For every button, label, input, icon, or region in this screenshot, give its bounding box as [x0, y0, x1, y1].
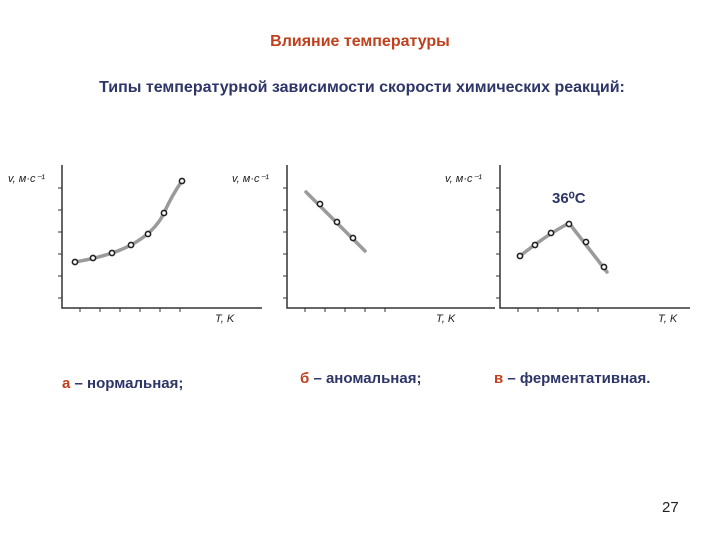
caption-letter: б	[300, 370, 309, 387]
caption-letter: в	[494, 370, 503, 387]
caption: б – аномальная;	[300, 370, 421, 387]
plot-a: v, м·с⁻¹ T, K	[8, 165, 262, 325]
caption-letter: а	[62, 375, 71, 392]
caption: а – нормальная;	[62, 375, 183, 392]
x-axis-label: T, K	[436, 313, 456, 325]
subtitle: Типы температурной зависимости скорости …	[99, 79, 625, 96]
y-axis-label: v, м·с⁻¹	[232, 173, 269, 185]
caption-text: – ферментативная.	[507, 370, 650, 387]
caption-text: – нормальная;	[75, 375, 184, 392]
title: Влияние температуры	[270, 33, 450, 50]
caption-text: – аномальная;	[313, 370, 421, 387]
page-number: 27	[662, 499, 679, 516]
annotation: 36⁰С	[552, 190, 586, 207]
x-axis-label: T, K	[658, 313, 678, 325]
y-axis-label: v, м·с⁻¹	[8, 173, 45, 185]
x-axis-label: T, K	[215, 313, 235, 325]
y-axis-label: v, м·с⁻¹	[445, 173, 482, 185]
caption: в – ферментативная.	[494, 370, 650, 387]
plot-b: v, м·с⁻¹ T, K	[232, 165, 495, 325]
plot-c: v, м·с⁻¹ T, K 36⁰С	[445, 165, 690, 325]
